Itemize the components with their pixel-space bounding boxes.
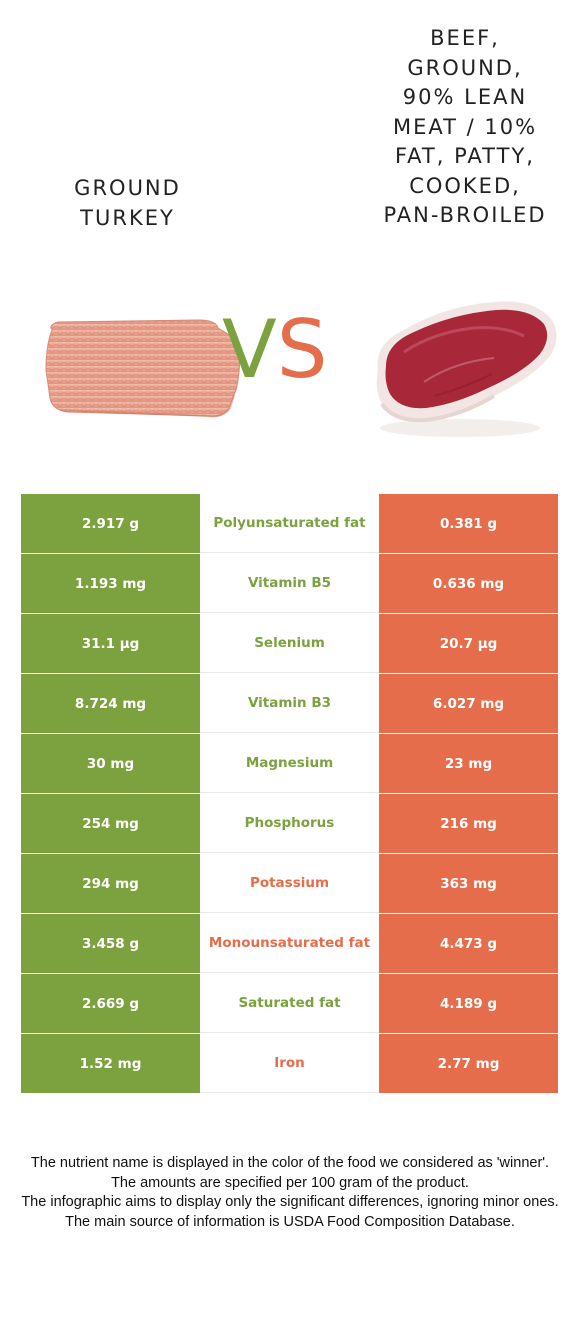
nutrient-name: Monounsaturated fat xyxy=(200,914,379,973)
table-row: 294 mg Potassium 363 mg xyxy=(21,854,558,913)
table-row: 3.458 g Monounsaturated fat 4.473 g xyxy=(21,914,558,973)
food-left-title-line: TURKEY xyxy=(80,205,175,230)
food-left-title-line: GROUND xyxy=(74,176,181,200)
right-value: 0.636 mg xyxy=(379,554,558,613)
food-right-title: BEEF, GROUND, 90% LEAN MEAT / 10% FAT, PATTY… xyxy=(360,24,570,231)
ground-turkey-image xyxy=(45,319,241,418)
beef-image xyxy=(376,301,557,437)
left-value: 294 mg xyxy=(21,854,200,913)
footnote: The amounts are specified per 100 gram o… xyxy=(111,1174,469,1191)
nutrient-name: Polyunsaturated fat xyxy=(200,494,379,553)
left-value: 31.1 µg xyxy=(21,614,200,673)
nutrient-name: Phosphorus xyxy=(200,794,379,853)
table-row: 1.52 mg Iron 2.77 mg xyxy=(21,1034,558,1093)
nutrient-name: Selenium xyxy=(200,614,379,673)
nutrient-name: Vitamin B5 xyxy=(200,554,379,613)
right-value: 2.77 mg xyxy=(379,1034,558,1093)
footnotes: The nutrient name is displayed in the co… xyxy=(20,1154,560,1232)
comparison-table: 2.917 g Polyunsaturated fat 0.381 g 1.193 m… xyxy=(21,494,558,1094)
footnote: The main source of information is USDA F… xyxy=(65,1213,515,1230)
right-value: 4.189 g xyxy=(379,974,558,1033)
table-row: 2.669 g Saturated fat 4.189 g xyxy=(21,974,558,1033)
food-right-title-line: GROUND, xyxy=(407,55,523,80)
table-row: 254 mg Phosphorus 216 mg xyxy=(21,794,558,853)
right-value: 363 mg xyxy=(379,854,558,913)
left-value: 1.193 mg xyxy=(21,554,200,613)
food-right-title-line: 90% LEAN xyxy=(402,85,528,109)
vs-label: VS xyxy=(222,310,328,390)
right-value: 23 mg xyxy=(379,734,558,793)
right-value: 216 mg xyxy=(379,794,558,853)
left-value: 1.52 mg xyxy=(21,1034,200,1093)
food-right-title-line: FAT, PATTY, xyxy=(395,144,535,168)
right-value: 4.473 g xyxy=(379,914,558,973)
nutrient-name: Saturated fat xyxy=(200,974,379,1033)
left-value: 8.724 mg xyxy=(21,674,200,733)
food-right-title-line: MEAT / 10% xyxy=(392,114,538,139)
vs-s: S xyxy=(276,303,328,396)
left-value: 2.669 g xyxy=(21,974,200,1033)
left-value: 30 mg xyxy=(21,734,200,793)
vs-v: V xyxy=(222,303,277,396)
food-right-title-line: PAN-BROILED xyxy=(383,203,547,227)
food-right-title-line: COOKED, xyxy=(409,173,521,198)
nutrient-name: Magnesium xyxy=(200,734,379,793)
table-row: 2.917 g Polyunsaturated fat 0.381 g xyxy=(21,494,558,553)
table-row: 30 mg Magnesium 23 mg xyxy=(21,734,558,793)
table-row: 8.724 mg Vitamin B3 6.027 mg xyxy=(21,674,558,733)
table-row: 1.193 mg Vitamin B5 0.636 mg xyxy=(21,554,558,613)
nutrient-name: Vitamin B3 xyxy=(200,674,379,733)
food-left-title: GROUND TURKEY xyxy=(20,174,235,233)
left-value: 254 mg xyxy=(21,794,200,853)
food-right-title-line: BEEF, xyxy=(430,26,500,50)
right-value: 20.7 µg xyxy=(379,614,558,673)
left-value: 3.458 g xyxy=(21,914,200,973)
nutrient-name: Potassium xyxy=(200,854,379,913)
table-row: 31.1 µg Selenium 20.7 µg xyxy=(21,614,558,673)
right-value: 6.027 mg xyxy=(379,674,558,733)
footnote: The infographic aims to display only the… xyxy=(21,1194,559,1210)
footnote: The nutrient name is displayed in the co… xyxy=(30,1155,550,1171)
left-value: 2.917 g xyxy=(21,494,200,553)
nutrient-name: Iron xyxy=(200,1034,379,1093)
right-value: 0.381 g xyxy=(379,494,558,553)
